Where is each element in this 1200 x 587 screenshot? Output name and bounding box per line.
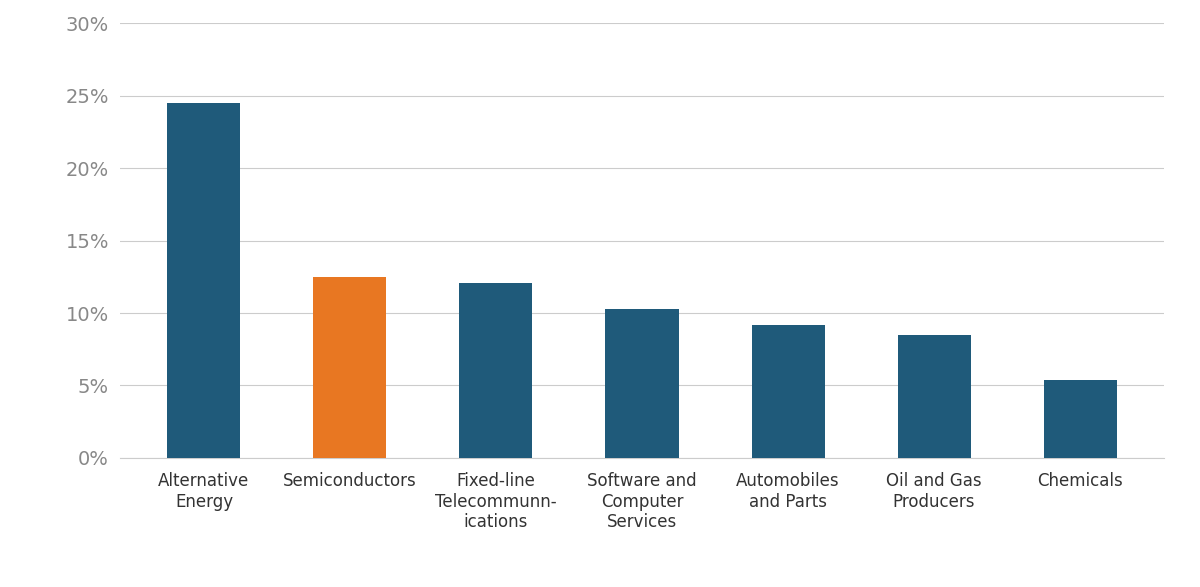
Bar: [751, 325, 824, 458]
Bar: [168, 103, 240, 458]
Bar: [898, 335, 971, 458]
Bar: [1044, 380, 1116, 458]
Bar: [460, 283, 533, 458]
Bar: [313, 277, 386, 458]
Bar: [606, 309, 678, 458]
